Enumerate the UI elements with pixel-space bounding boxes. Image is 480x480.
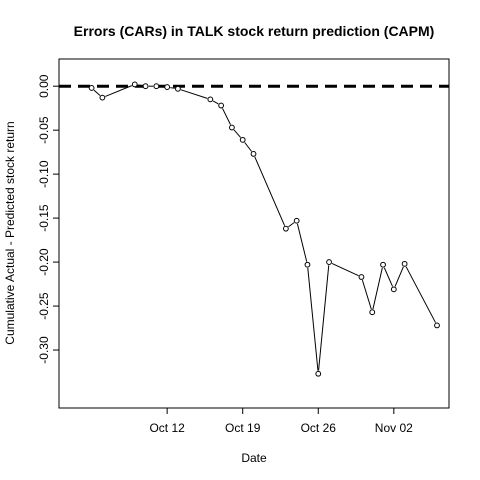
series-segment xyxy=(288,222,295,228)
x-tick-label: Oct 26 xyxy=(301,421,337,435)
x-tick-label: Oct 12 xyxy=(149,421,185,435)
x-tick-label: Oct 19 xyxy=(225,421,261,435)
series-segment xyxy=(331,262,359,277)
series-segment xyxy=(296,223,308,262)
y-tick-label: -0.10 xyxy=(37,160,51,188)
series-segment xyxy=(254,156,286,226)
data-point xyxy=(326,259,332,265)
series-segment xyxy=(170,87,175,89)
data-point xyxy=(390,286,397,293)
y-axis: 0.00 -0.05 -0.10 -0.15 -0.20 -0.25 -0.30 xyxy=(37,74,59,364)
chart-title: Errors (CARs) in TALK stock return predi… xyxy=(74,23,435,39)
data-point xyxy=(250,151,257,157)
data-point xyxy=(218,102,225,109)
series-segment xyxy=(394,266,404,287)
data-point xyxy=(88,85,95,91)
series-segment xyxy=(212,100,219,105)
data-point xyxy=(434,322,440,329)
data-point xyxy=(293,217,300,224)
data-point xyxy=(304,261,311,268)
series-segment xyxy=(180,89,208,99)
plot-frame xyxy=(58,58,450,409)
series-segment xyxy=(307,267,319,371)
series-segment xyxy=(361,279,372,310)
data-series xyxy=(88,81,440,377)
series-segment xyxy=(244,142,252,152)
series-segment xyxy=(318,265,330,371)
series-segment xyxy=(93,89,101,96)
data-point xyxy=(175,85,181,92)
data-point xyxy=(315,370,322,377)
series-segment xyxy=(137,84,143,87)
y-tick-label: -0.20 xyxy=(37,248,51,276)
data-point xyxy=(282,225,289,232)
y-tick-label: -0.25 xyxy=(37,292,51,320)
data-point xyxy=(401,260,408,267)
data-point xyxy=(369,309,376,316)
y-tick-label: -0.15 xyxy=(37,204,51,232)
data-point xyxy=(229,124,235,131)
data-point xyxy=(131,81,138,88)
y-tick-label: 0.00 xyxy=(37,74,51,98)
x-axis-title: Date xyxy=(241,451,267,465)
series-segment xyxy=(222,108,231,125)
series-segment xyxy=(105,85,132,97)
data-point xyxy=(142,83,149,90)
series-segment xyxy=(372,267,383,310)
y-axis-title: Cumulative Actual - Predicted stock retu… xyxy=(3,121,17,344)
data-point xyxy=(380,261,386,268)
data-point xyxy=(239,136,246,143)
data-point xyxy=(207,96,214,103)
series-segment xyxy=(405,266,436,323)
series-segment xyxy=(233,129,241,138)
y-tick-label: -0.05 xyxy=(37,116,51,144)
data-point xyxy=(153,83,160,90)
data-point xyxy=(358,274,365,280)
y-tick-label: -0.30 xyxy=(37,336,51,364)
x-axis: Oct 12 Oct 19 Oct 26 Nov 02 xyxy=(149,408,413,435)
x-tick-label: Nov 02 xyxy=(375,421,413,435)
series-segment xyxy=(383,267,393,287)
data-point xyxy=(99,94,106,101)
data-point xyxy=(164,84,171,90)
